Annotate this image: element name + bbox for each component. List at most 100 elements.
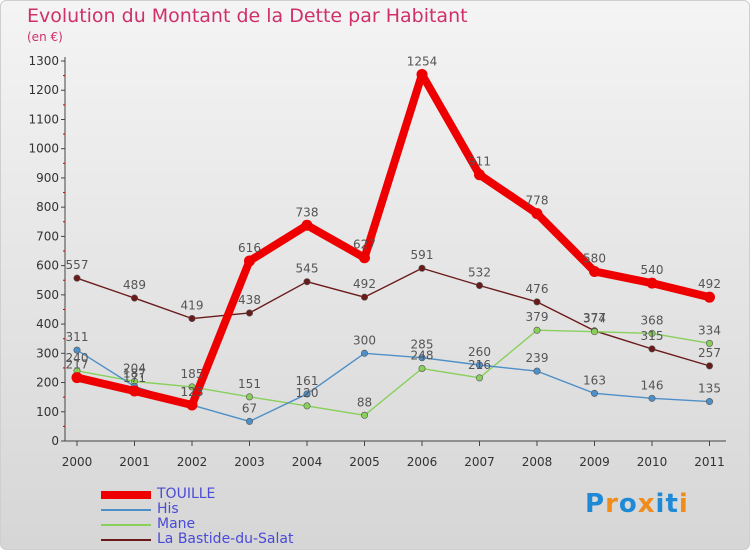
logo-letter: x <box>637 489 656 519</box>
data-label-his: 135 <box>698 382 721 396</box>
data-point-touille <box>359 252 370 264</box>
data-label-touille: 492 <box>698 277 721 291</box>
y-tick-label: 400 <box>36 317 59 331</box>
data-point-la-bastide-du-salat <box>475 281 483 289</box>
data-label-mane: 120 <box>296 386 319 400</box>
data-point-mane <box>475 374 483 382</box>
data-label-his: 161 <box>296 374 319 388</box>
data-label-la-bastide-du-salat: 557 <box>66 258 89 272</box>
data-point-his <box>475 361 483 369</box>
series-line-touille <box>73 70 714 410</box>
y-tick-label: 700 <box>36 229 59 243</box>
data-point-la-bastide-du-salat <box>418 264 426 272</box>
data-point-la-bastide-du-salat <box>648 345 656 353</box>
proxiti-logo: Proxiti <box>585 489 689 519</box>
data-point-touille <box>474 169 485 181</box>
data-label-la-bastide-du-salat: 591 <box>411 248 434 262</box>
y-tick-label: 1300 <box>28 54 59 68</box>
data-label-his: 239 <box>526 351 549 365</box>
data-point-touille <box>531 208 543 220</box>
data-point-mane <box>360 411 368 419</box>
chart-title: Evolution du Montant de la Dette par Hab… <box>27 5 468 27</box>
unit-label: (en €) <box>27 30 63 44</box>
data-point-la-bastide-du-salat <box>188 315 196 323</box>
data-label-his: 163 <box>583 373 606 387</box>
data-point-la-bastide-du-salat <box>705 362 713 370</box>
data-label-mane: 374 <box>583 312 606 326</box>
x-tick-label: 2007 <box>464 455 495 469</box>
series-line-his <box>76 349 711 423</box>
data-label-mane: 334 <box>698 323 721 337</box>
data-point-touille <box>244 255 255 267</box>
y-tick-label: 1000 <box>28 142 59 156</box>
data-label-his: 146 <box>641 378 664 392</box>
x-tick-label: 2000 <box>62 455 93 469</box>
data-label-la-bastide-du-salat: 315 <box>641 329 664 343</box>
data-point-his <box>705 398 713 406</box>
data-label-his: 67 <box>242 401 257 415</box>
legend-label: His <box>157 501 179 517</box>
data-label-la-bastide-du-salat: 492 <box>353 277 376 291</box>
data-point-mane <box>648 329 656 337</box>
data-label-touille: 171 <box>123 371 146 385</box>
data-label-la-bastide-du-salat: 377 <box>583 311 606 325</box>
y-tick-label: 200 <box>36 376 59 390</box>
x-tick-label: 2001 <box>119 455 150 469</box>
y-tick-label: 1200 <box>28 83 59 97</box>
data-point-touille <box>301 219 313 231</box>
data-point-his <box>73 346 81 354</box>
data-label-touille: 627 <box>353 238 376 252</box>
data-point-his <box>246 417 254 425</box>
x-tick-label: 2003 <box>234 455 265 469</box>
y-tick-label: 800 <box>36 200 59 214</box>
data-point-mane <box>705 339 713 347</box>
legend-label: La Bastide-du-Salat <box>157 531 294 547</box>
data-label-touille: 217 <box>66 358 89 372</box>
data-point-touille <box>589 265 600 277</box>
data-point-touille <box>704 291 715 303</box>
data-label-his: 260 <box>468 345 491 359</box>
data-label-touille: 1254 <box>407 54 438 68</box>
data-point-his <box>360 349 368 357</box>
y-tick-label: 1100 <box>28 112 59 126</box>
data-label-mane: 88 <box>357 395 372 409</box>
data-point-his <box>590 389 598 397</box>
x-tick-label: 2011 <box>694 455 725 469</box>
logo-letter: i <box>678 489 689 519</box>
data-point-mane <box>246 393 254 401</box>
data-label-la-bastide-du-salat: 545 <box>296 262 319 276</box>
data-label-touille: 123 <box>181 385 204 399</box>
data-label-la-bastide-du-salat: 476 <box>526 282 549 296</box>
data-label-mane: 240 <box>66 351 89 365</box>
logo-letter: o <box>618 489 638 519</box>
data-label-mane: 248 <box>411 349 434 363</box>
x-tick-label: 2002 <box>177 455 208 469</box>
data-point-mane <box>533 326 541 334</box>
x-tick-label: 2010 <box>637 455 668 469</box>
y-tick-label: 600 <box>36 259 59 273</box>
legend-swatch <box>101 491 151 499</box>
data-label-la-bastide-du-salat: 489 <box>123 278 146 292</box>
data-label-touille: 616 <box>238 241 261 255</box>
data-label-mane: 151 <box>238 377 261 391</box>
data-label-mane: 216 <box>468 358 491 372</box>
legend-label: TOUILLE <box>157 486 216 502</box>
data-point-touille <box>186 399 198 411</box>
legend-swatch <box>101 509 151 511</box>
data-label-his: 311 <box>66 330 89 344</box>
data-point-la-bastide-du-salat <box>303 278 311 286</box>
data-point-touille <box>416 68 428 80</box>
logo-letter: r <box>605 489 619 519</box>
x-tick-label: 2005 <box>349 455 380 469</box>
logo-letter: t <box>665 489 679 519</box>
data-label-la-bastide-du-salat: 438 <box>238 293 261 307</box>
logo-letter: P <box>585 489 606 519</box>
data-label-touille: 738 <box>296 205 319 219</box>
series-line-mane <box>76 329 711 416</box>
y-tick-label: 900 <box>36 171 59 185</box>
legend-swatch <box>101 539 151 541</box>
legend-swatch <box>101 524 151 526</box>
data-point-la-bastide-du-salat <box>73 274 81 282</box>
data-label-la-bastide-du-salat: 257 <box>698 346 721 360</box>
